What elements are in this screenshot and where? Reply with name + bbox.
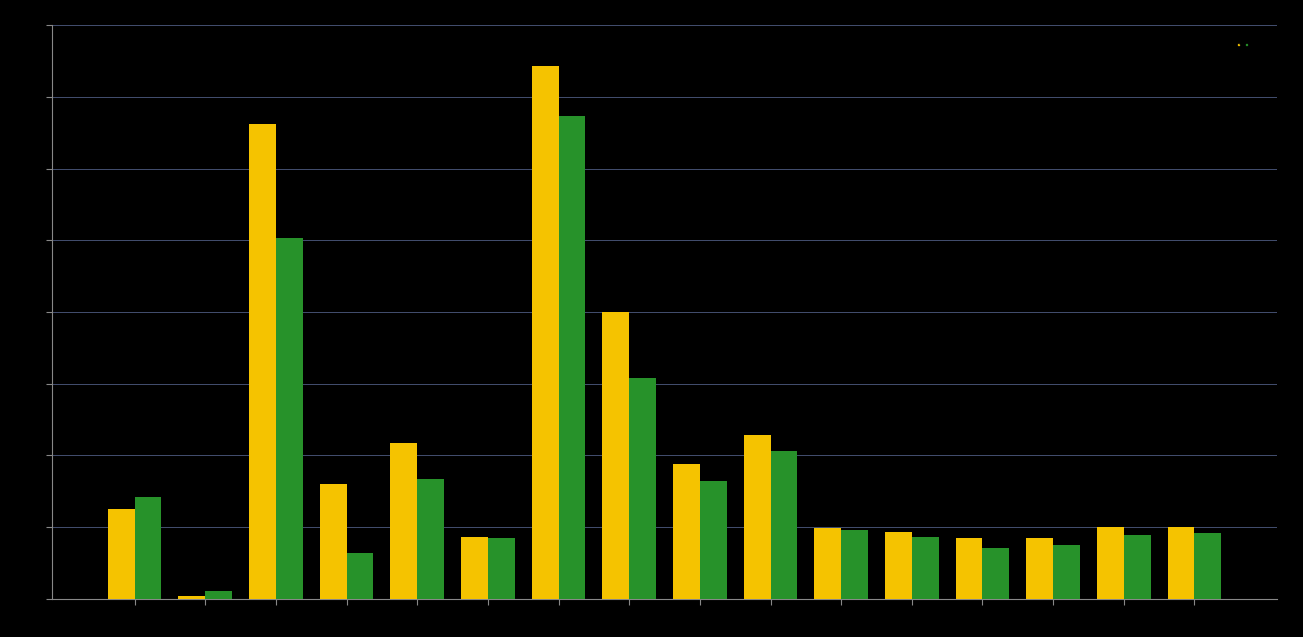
Bar [912,536,938,599]
Bar [391,443,417,599]
Bar [982,548,1010,599]
Bar [276,238,302,599]
Bar [532,66,559,599]
Bar [602,312,629,599]
Bar [1167,527,1195,599]
Bar [559,115,585,599]
Bar [814,528,842,599]
Bar [1097,527,1123,599]
Bar [487,538,515,599]
Bar [417,479,444,599]
Bar [249,124,276,599]
Bar [674,464,700,599]
Bar [770,452,797,599]
Bar [885,532,912,599]
Bar [744,435,770,599]
Bar [206,590,232,599]
Bar [108,509,134,599]
Bar [1027,538,1053,599]
Bar [1195,533,1221,599]
Bar [955,538,982,599]
Bar [700,481,727,599]
Bar [1053,545,1080,599]
Bar [319,484,347,599]
Bar [842,530,868,599]
Bar [1123,535,1151,599]
Bar [347,553,374,599]
Bar [134,497,162,599]
Bar [629,378,655,599]
Bar [461,536,487,599]
Bar [179,596,206,599]
Legend: 2014, 2015: 2014, 2015 [1238,43,1252,46]
